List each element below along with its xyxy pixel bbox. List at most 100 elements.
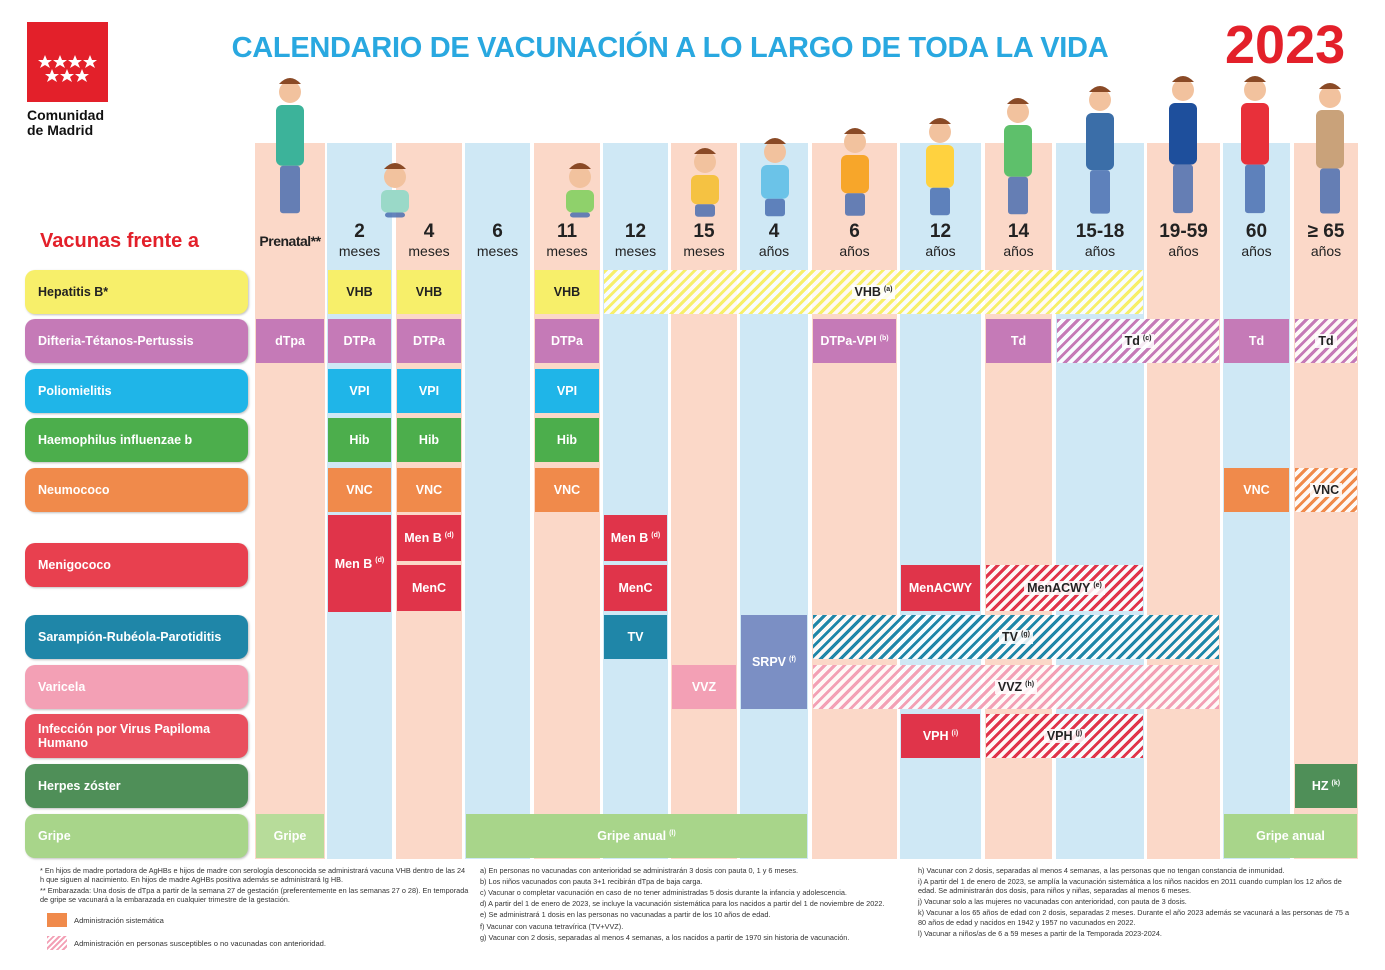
dose-label: MenC [411, 581, 447, 595]
figure-part [694, 148, 716, 154]
dose-label: DTPa [343, 334, 376, 348]
figure-part [384, 166, 406, 188]
figure-part [385, 212, 405, 218]
figure-part [1316, 110, 1344, 169]
column-header: 19-59 años [1147, 222, 1220, 258]
dose-cell: Gripe anual [1224, 814, 1357, 858]
column-age: 15 [693, 221, 715, 242]
figure-part [1090, 170, 1110, 214]
figure-part [930, 187, 950, 216]
dose-cell: MenC [604, 565, 667, 611]
column-header: 6 meses [465, 222, 530, 258]
dose-cell: VNC [1295, 468, 1357, 512]
dose-label: VVZ [691, 680, 717, 694]
figure-part [929, 118, 951, 124]
column-background [255, 143, 325, 859]
column-age: 19-59 [1159, 221, 1208, 242]
dose-label: SRPV (f) [751, 655, 797, 669]
figure-part [279, 81, 301, 103]
figure-part [569, 163, 591, 169]
figure-part [764, 141, 786, 163]
dose-cell: VVZ (h) [813, 665, 1219, 709]
dose-note: (k) [1331, 779, 1341, 787]
dose-label: VPH (i) [922, 729, 959, 743]
column-header: 12 meses [603, 222, 668, 258]
dose-label: VNC [346, 483, 373, 497]
figure-part [926, 145, 954, 188]
dose-note: (g) [1021, 630, 1030, 638]
dose-note: (d) [375, 557, 385, 565]
figure-part [1007, 98, 1029, 104]
column-background [1147, 143, 1220, 859]
dose-label: Hib [418, 433, 440, 447]
dose-note: (e) [1093, 581, 1102, 589]
column-age: 6 [849, 221, 860, 242]
column-header: 60 años [1223, 222, 1290, 258]
column-header: 12 años [900, 222, 981, 258]
column-unit: meses [546, 243, 588, 259]
dose-label: Td (c) [1121, 334, 1155, 348]
figure-part [1241, 103, 1269, 165]
figure-part [764, 138, 786, 144]
column-age: 12 [929, 221, 952, 242]
figure-part [1172, 79, 1194, 101]
vaccine-name: Difteria-Tétanos-Pertussis [25, 319, 248, 363]
figure-part [1007, 101, 1029, 123]
dose-label: VPH (j) [1043, 729, 1086, 743]
illustrations [276, 76, 1344, 218]
figure-part [691, 175, 719, 205]
footnote: k) Vacunar a los 65 años de edad con 2 d… [918, 908, 1350, 927]
footnote: j) Vacunar solo a las mujeres no vacunad… [918, 897, 1187, 907]
dose-label: DTPa-VPI (b) [820, 334, 889, 348]
vaccine-name: Hepatitis B* [25, 270, 248, 314]
dose-cell: VPI [397, 369, 461, 413]
column-background [465, 143, 530, 859]
column-age: 4 [768, 221, 780, 242]
dose-note: (c) [1142, 334, 1152, 342]
figure-part [1089, 86, 1111, 92]
dose-label: VNC [1243, 483, 1270, 497]
column-header: 2 meses [327, 222, 392, 258]
dose-cell: Hib [328, 418, 391, 462]
dose-label: HZ (k) [1311, 779, 1341, 793]
dose-label: MenC [618, 581, 653, 595]
figure-part [695, 204, 715, 217]
dose-cell: Hib [397, 418, 461, 462]
column-background [671, 143, 737, 859]
dose-cell: VHB [397, 270, 461, 314]
dose-label: MenACWY (e) [1024, 581, 1105, 595]
dose-label: VHB [415, 285, 443, 299]
figure-part [1089, 89, 1111, 111]
figure-part [694, 151, 716, 173]
dose-cell: TV (g) [813, 615, 1219, 659]
column-header: 4 meses [396, 222, 462, 258]
figure-part [276, 105, 304, 166]
footnote: c) Vacunar o completar vacunación en cas… [480, 888, 847, 898]
column-age: ≥ 65 [1307, 221, 1345, 242]
vaccine-name: Haemophilus influenzae b [25, 418, 248, 462]
dose-cell: VHB (a) [604, 270, 1143, 314]
figure-part [1244, 79, 1266, 101]
dose-cell: VPH (i) [901, 714, 980, 758]
dose-cell: MenACWY [901, 565, 980, 611]
dose-label: VHB [553, 285, 581, 299]
dose-label: Men B (d) [610, 531, 661, 545]
dose-label: VNC [415, 483, 443, 497]
dose-label: Td [1315, 334, 1337, 348]
dose-label: Hib [556, 433, 578, 447]
footnote: a) En personas no vacunadas con anterior… [480, 866, 799, 875]
figure-part [761, 165, 789, 199]
figure-part [1245, 164, 1265, 214]
figure-part [844, 128, 866, 134]
figure-part [570, 212, 590, 218]
dose-label: Td [1248, 334, 1265, 348]
footnotes-right: h) Vacunar con 2 dosis, separadas al men… [918, 866, 1350, 940]
logo-text: de Madrid [27, 122, 94, 138]
column-unit: meses [683, 243, 725, 259]
footnote: l) Vacunar a niños/as de 6 a 59 meses a … [918, 928, 1162, 938]
dose-cell: VPI [535, 369, 599, 413]
column-age: 14 [1007, 221, 1030, 242]
column-unit: años [1084, 243, 1116, 259]
dose-label: Hib [349, 433, 370, 447]
